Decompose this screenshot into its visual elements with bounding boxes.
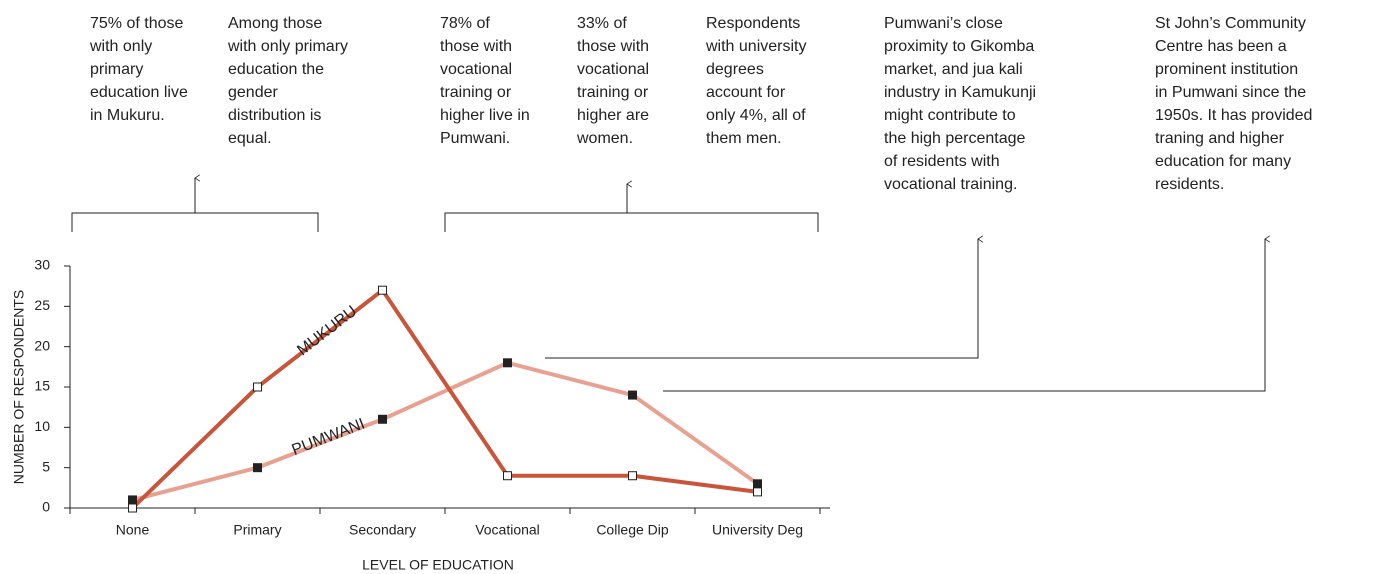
annotation: in Pumwani since the	[1155, 84, 1306, 101]
annotation: those with	[440, 38, 512, 55]
annotation: Pumwani’s close	[884, 15, 1003, 32]
annotation: education for many	[1155, 153, 1291, 170]
y-tick-label: 5	[42, 458, 50, 474]
annotation: market, and jua kali	[884, 61, 1023, 78]
annotation: 1950s. It has provided	[1155, 107, 1312, 124]
point	[503, 471, 512, 481]
x-tick-label: None	[116, 522, 150, 538]
annotation: education the	[228, 61, 324, 78]
annotation: gender	[228, 84, 278, 101]
annotation: the high percentage	[884, 130, 1026, 147]
annotation: women.	[576, 130, 633, 147]
point	[253, 463, 262, 473]
annotation: proximity to Gikomba	[884, 38, 1034, 55]
bracket	[71, 212, 319, 232]
annotation: distribution is	[228, 107, 321, 124]
point	[628, 471, 637, 481]
annotation: only 4%, all of	[706, 107, 806, 124]
annotation: training or	[577, 84, 649, 101]
annotation: 33% of	[577, 15, 627, 32]
annotation: with only	[89, 38, 152, 55]
annotation: with university	[705, 38, 806, 55]
series-line	[131, 288, 758, 510]
y-tick-label: 15	[34, 378, 50, 394]
annotation: education live	[90, 84, 188, 101]
y-tick-label: 10	[34, 418, 50, 434]
annotation: 75% of those	[90, 15, 184, 32]
series-label: PUMWANI	[290, 415, 368, 459]
y-tick-label: 0	[42, 499, 50, 515]
x-tick-label: University Deg	[712, 522, 803, 538]
annotation: Pumwani.	[440, 130, 510, 147]
annotation: of residents with	[884, 153, 1000, 170]
annotation: with only primary	[227, 38, 348, 55]
connector	[545, 240, 979, 359]
y-axis-label: NUMBER OF RESPONDENTS	[11, 290, 27, 484]
annotation: equal.	[228, 130, 272, 147]
point	[378, 414, 387, 424]
annotation: primary	[90, 61, 143, 78]
annotation: might contribute to	[884, 107, 1016, 124]
annotation: Respondents	[706, 15, 800, 32]
annotation: account for	[706, 84, 786, 101]
annotation: higher are	[577, 107, 649, 124]
point	[503, 358, 512, 368]
x-tick-label: Primary	[233, 522, 281, 538]
x-tick-label: College Dip	[596, 522, 669, 538]
annotation: 78% of	[440, 15, 490, 32]
annotation: vocational training.	[884, 176, 1017, 193]
annotation: industry in Kamukunji	[884, 84, 1036, 101]
annotation: vocational	[577, 61, 649, 78]
connector	[663, 240, 1266, 392]
x-tick-label: Vocational	[475, 522, 540, 538]
x-tick-label: Secondary	[349, 522, 416, 538]
y-tick-label: 25	[34, 297, 50, 313]
annotation: traning and higher	[1155, 130, 1285, 147]
bracket	[444, 212, 819, 232]
series-label: MUKURU	[294, 303, 360, 359]
point	[253, 382, 262, 392]
y-tick-label: 20	[34, 337, 50, 353]
point	[753, 487, 762, 497]
point	[753, 479, 762, 489]
point	[128, 495, 137, 505]
annotation: prominent institution	[1155, 61, 1298, 78]
annotation: those with	[577, 38, 649, 55]
series-line	[132, 360, 759, 502]
annotation: residents.	[1155, 176, 1224, 193]
point	[128, 503, 137, 513]
point	[628, 390, 637, 400]
annotation: vocational	[440, 61, 512, 78]
y-tick-label: 30	[34, 257, 50, 273]
annotation: training or	[440, 84, 512, 101]
annotation: higher live in	[440, 107, 530, 124]
annotation: Centre has been a	[1155, 38, 1287, 55]
annotation: degrees	[706, 61, 764, 78]
annotation: Among those	[228, 15, 322, 32]
x-axis-label: LEVEL OF EDUCATION	[362, 557, 514, 573]
annotation: in Mukuru.	[90, 107, 165, 124]
point	[378, 285, 387, 295]
annotation: them men.	[706, 130, 782, 147]
annotation: St John’s Community	[1155, 15, 1306, 32]
